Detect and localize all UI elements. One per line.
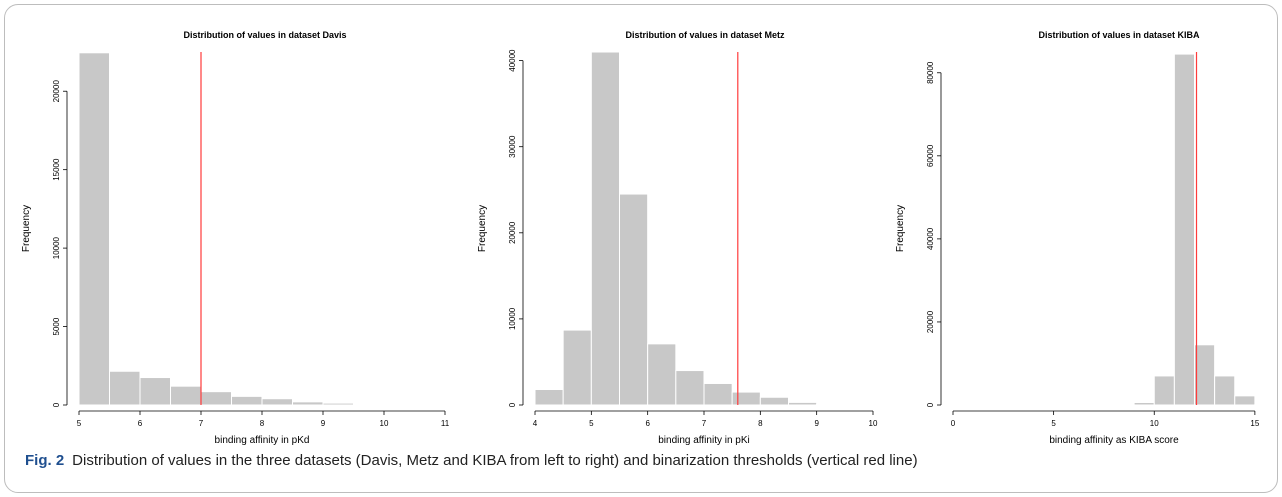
chart-title: Distribution of values in dataset Metz bbox=[625, 30, 785, 40]
y-tick-label: 5000 bbox=[52, 317, 61, 335]
x-axis-label: binding affinity in pKi bbox=[658, 435, 750, 445]
panel-1: Distribution of values in dataset Davis 5… bbox=[21, 30, 450, 445]
y-tick-label: 20000 bbox=[926, 310, 935, 333]
histogram-bar bbox=[1153, 375, 1175, 406]
x-tick-label: 5 bbox=[589, 419, 594, 428]
x-tick-label: 7 bbox=[702, 419, 707, 428]
panel-3: Distribution of values in dataset KIBA 0 5… bbox=[895, 30, 1276, 445]
x-tick-label: 8 bbox=[758, 419, 763, 428]
y-tick-label: 20000 bbox=[52, 80, 61, 103]
x-tick-label: 6 bbox=[645, 419, 650, 428]
y-tick-label: 80000 bbox=[926, 61, 935, 84]
figure-caption: Fig. 2 Distribution of values in the thre… bbox=[25, 452, 1265, 469]
y-tick-label: 0 bbox=[508, 402, 517, 407]
y-tick-label: 30000 bbox=[508, 135, 517, 158]
histogram-bar bbox=[322, 402, 354, 406]
histogram-bar bbox=[170, 385, 202, 406]
histogram-bar bbox=[1133, 402, 1155, 406]
histogram-bar bbox=[261, 398, 293, 406]
y-axis-label: Frequency bbox=[895, 205, 906, 252]
y-tick-label: 0 bbox=[926, 402, 935, 407]
histogram-bar bbox=[759, 396, 789, 406]
figure-frame: Distribution of values in dataset Davis 5… bbox=[4, 4, 1278, 493]
x-tick-label: 5 bbox=[1051, 419, 1056, 428]
histogram-bar bbox=[562, 329, 592, 406]
histogram-bar bbox=[534, 389, 564, 406]
x-tick-label: 6 bbox=[138, 419, 143, 428]
histogram-bar bbox=[619, 193, 649, 406]
x-tick-label: 7 bbox=[199, 419, 204, 428]
y-tick-label: 40000 bbox=[508, 49, 517, 72]
y-tick-label: 10000 bbox=[508, 307, 517, 330]
y-tick-label: 10000 bbox=[52, 236, 61, 259]
y-axis-label: Frequency bbox=[477, 205, 488, 252]
histogram-bar bbox=[1194, 344, 1216, 406]
chart-title: Distribution of values in dataset KIBA bbox=[1038, 30, 1200, 40]
x-tick-label: 9 bbox=[321, 419, 326, 428]
histogram-bar bbox=[675, 370, 705, 406]
caption-label: Fig. 2 bbox=[25, 452, 65, 469]
histogram-figure: Distribution of values in dataset Davis 5… bbox=[21, 30, 1276, 445]
x-tick-label: 10 bbox=[380, 419, 389, 428]
histogram-bar bbox=[816, 403, 846, 406]
histogram-bar bbox=[703, 382, 733, 406]
x-tick-label: 15 bbox=[1250, 419, 1259, 428]
caption-text: Distribution of values in the three data… bbox=[72, 452, 918, 469]
x-axis-label: binding affinity in pKd bbox=[215, 435, 310, 445]
x-tick-label: 11 bbox=[441, 419, 450, 428]
x-tick-label: 0 bbox=[951, 419, 956, 428]
histogram-bar bbox=[78, 52, 110, 406]
histogram-bar bbox=[788, 401, 818, 406]
y-tick-label: 0 bbox=[52, 402, 61, 407]
histogram-bar bbox=[292, 401, 324, 406]
y-tick-label: 20000 bbox=[508, 221, 517, 244]
y-tick-label: 15000 bbox=[52, 158, 61, 181]
y-axis-label: Frequency bbox=[21, 205, 32, 252]
histogram-bar bbox=[109, 370, 141, 406]
y-tick-label: 40000 bbox=[926, 227, 935, 250]
x-tick-label: 5 bbox=[77, 419, 82, 428]
histogram-bar bbox=[1254, 403, 1276, 406]
histogram-bar bbox=[139, 377, 171, 406]
histogram-bar bbox=[231, 395, 263, 406]
histogram-bar bbox=[731, 391, 761, 406]
x-tick-label: 8 bbox=[260, 419, 265, 428]
x-tick-label: 10 bbox=[1150, 419, 1159, 428]
histogram-bar bbox=[1214, 375, 1236, 406]
x-tick-label: 10 bbox=[869, 419, 878, 428]
x-tick-label: 9 bbox=[814, 419, 819, 428]
panel-2: Distribution of values in dataset Metz 4 5… bbox=[477, 30, 878, 445]
chart-title: Distribution of values in dataset Davis bbox=[183, 30, 346, 40]
histogram-bar bbox=[647, 343, 677, 406]
y-tick-label: 60000 bbox=[926, 144, 935, 167]
histogram-bar bbox=[1173, 53, 1195, 406]
histogram-bar bbox=[1234, 395, 1256, 406]
x-axis-label: binding affinity as KIBA score bbox=[1049, 435, 1179, 445]
histogram-bar bbox=[590, 51, 620, 406]
histogram-bar bbox=[200, 391, 232, 406]
x-tick-label: 4 bbox=[533, 419, 538, 428]
